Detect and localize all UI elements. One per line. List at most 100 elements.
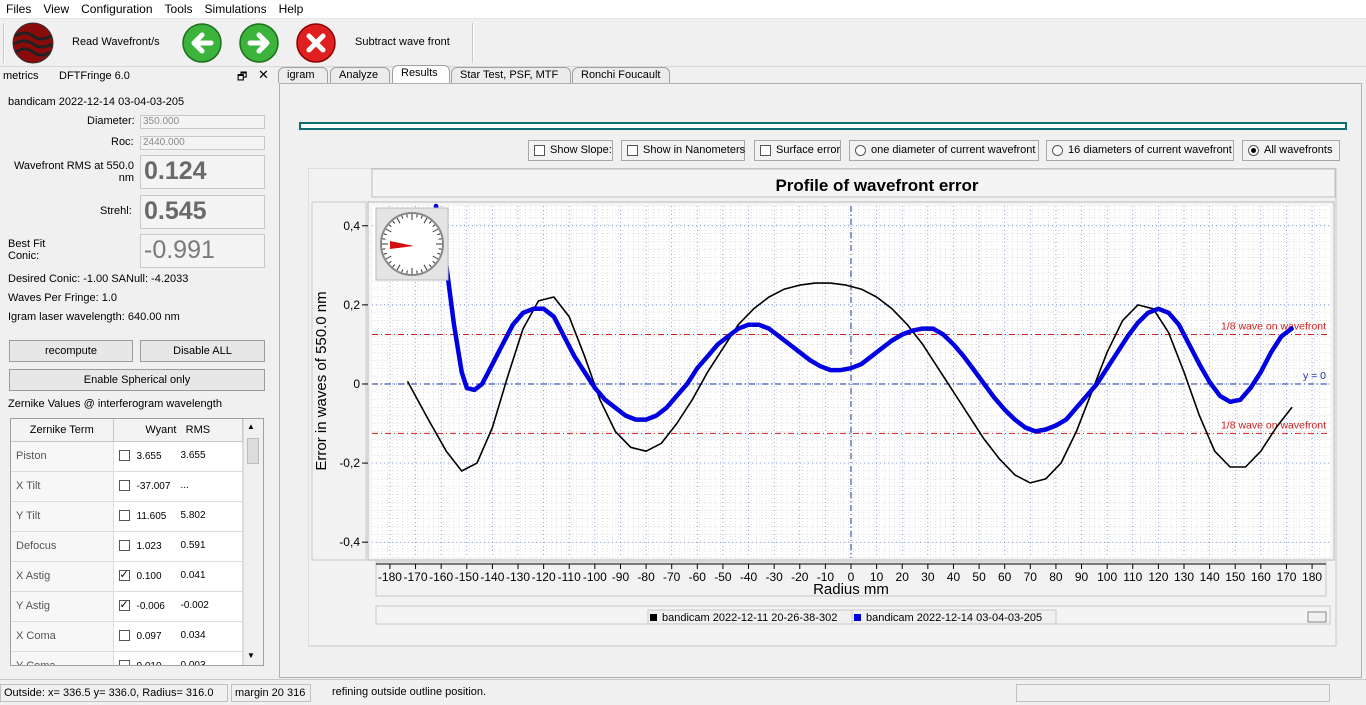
y-axis-panel [311, 201, 367, 561]
menu-view[interactable]: View [43, 2, 70, 16]
zernike-table[interactable]: Zernike Term Wyant RMS Piston 3.655 3.655 X… [10, 418, 264, 666]
zernike-row[interactable]: X Tilt -37.007... [11, 471, 243, 502]
previous-button[interactable] [181, 22, 223, 64]
float-icon[interactable]: 🗗 [237, 71, 248, 83]
zernike-value-cell[interactable]: 0.097 0.034 [113, 621, 243, 652]
strehl-value: 0.545 [140, 195, 265, 229]
x-tick-label: 110 [1123, 570, 1142, 584]
zernike-row[interactable]: Piston 3.655 3.655 [11, 441, 243, 472]
tab-igram[interactable]: igram [278, 67, 328, 83]
tab-ronchi-foucault[interactable]: Ronchi Foucault [572, 67, 670, 83]
zernike-value-cell[interactable]: -0.006 -0.002 [113, 591, 243, 622]
status-progress [1016, 684, 1330, 702]
tab-analyze[interactable]: Analyze [330, 67, 390, 83]
tab-star-test[interactable]: Star Test, PSF, MTF [451, 67, 571, 83]
scroll-up-icon[interactable]: ▲ [247, 422, 255, 431]
subtract-wavefront-button[interactable]: Subtract wave front [355, 36, 450, 48]
roc-field[interactable]: 2440.000 [140, 136, 265, 150]
y-tick-label: -0,4 [339, 535, 360, 549]
zernike-enable-checkbox[interactable] [118, 568, 130, 582]
zernike-term-header[interactable]: Zernike Term [11, 419, 114, 442]
zero-line-label: y = 0 [1303, 370, 1326, 382]
zernike-row[interactable]: Y Tilt 11.605 5.802 [11, 501, 243, 532]
legend-label: bandicam 2022-12-11 20-26-38-302 [662, 612, 837, 624]
rms-value-cell: 5.802 [180, 510, 206, 522]
x-tick-label: -60 [689, 570, 707, 584]
enable-spherical-button[interactable]: Enable Spherical only [9, 369, 265, 391]
surface-error-box [760, 144, 771, 156]
zernike-enable-checkbox[interactable] [118, 660, 130, 665]
rms-value-cell: 0.034 [180, 630, 206, 642]
menu-help[interactable]: Help [278, 2, 304, 16]
scroll-thumb[interactable] [247, 438, 259, 464]
zernike-value-cell[interactable]: 3.655 3.655 [113, 441, 243, 472]
surface-error-checkbox[interactable]: Surface error [754, 140, 841, 161]
compass-tick [396, 217, 401, 224]
zernike-value-cell[interactable]: -37.007... [113, 471, 243, 502]
compass-tick [438, 248, 442, 250]
zernike-value-cell[interactable]: 11.605 5.802 [113, 501, 243, 532]
menu-files[interactable]: Files [6, 2, 32, 16]
menu-configuration[interactable]: Configuration [81, 2, 153, 16]
all-wavefronts-radio[interactable]: All wavefronts [1242, 140, 1340, 161]
rms-value-cell: -0.002 [180, 600, 209, 612]
disable-all-button[interactable]: Disable ALL [140, 340, 265, 362]
sixteen-diameters-radio[interactable]: 16 diameters of current wavefront [1046, 140, 1234, 161]
next-button[interactable] [238, 22, 280, 64]
recompute-button[interactable]: recompute [9, 340, 133, 362]
show-slope-label: Show Slope: [550, 144, 612, 156]
tab-results[interactable]: Results [392, 65, 450, 83]
compass-tick [432, 224, 436, 228]
zernike-value-cell[interactable]: 0.100 0.041 [113, 561, 243, 592]
legend-item-box [851, 609, 1057, 625]
zernike-scrollbar[interactable]: ▲ ▼ [243, 419, 263, 665]
x-tick-label: 100 [1097, 570, 1117, 584]
x-tick-label: 30 [921, 570, 935, 584]
read-wavefront-label[interactable]: Read Wavefront/s [72, 36, 160, 48]
zernike-enable-checkbox[interactable] [118, 450, 130, 462]
zernike-row[interactable]: X Coma 0.097 0.034 [11, 621, 243, 652]
compass-tick [432, 228, 439, 233]
compass-tick [401, 215, 404, 219]
wyant-value: 11.605 [136, 510, 167, 522]
zernike-value-cell[interactable]: 1.023 0.591 [113, 531, 243, 562]
x-tick-label: -180 [378, 570, 402, 584]
scroll-down-icon[interactable]: ▼ [247, 651, 255, 660]
zernike-enable-checkbox[interactable] [118, 510, 130, 522]
arrow-left-icon [182, 23, 222, 63]
zernike-enable-checkbox[interactable] [118, 480, 130, 492]
diameter-field[interactable]: 350.000 [140, 115, 265, 129]
show-slope-checkbox[interactable]: Show Slope: [528, 140, 613, 161]
read-wavefront-button[interactable] [11, 22, 55, 64]
menu-tools[interactable]: Tools [164, 2, 193, 16]
show-nanometers-checkbox[interactable]: Show in Nanometers [621, 140, 745, 161]
close-dock-icon[interactable]: ✕ [258, 67, 269, 82]
zernike-enable-checkbox[interactable] [118, 598, 130, 612]
zernike-row[interactable]: X Astig 0.100 0.041 [11, 561, 243, 592]
zernike-term-cell: X Coma [11, 621, 114, 652]
compass-tick [388, 224, 392, 228]
zernike-enable-checkbox[interactable] [118, 630, 130, 642]
zernike-term-cell: Y Coma [11, 651, 114, 665]
zernike-enable-checkbox[interactable] [118, 540, 130, 552]
one-diameter-radio[interactable]: one diameter of current wavefront [849, 140, 1039, 161]
menu-simulations[interactable]: Simulations [204, 2, 267, 16]
dock-title-app: DFTFringe 6.0 [59, 70, 130, 82]
chart-title: Profile of wavefront error [775, 176, 978, 195]
all-wavefronts-radio-circle [1248, 144, 1259, 156]
compass-tick [438, 238, 442, 240]
compass-tick [385, 255, 392, 260]
eighth-wave-label: 1/8 wave on wavefront [1221, 419, 1326, 431]
compass-tick [392, 264, 396, 268]
x-tick-label: -40 [740, 570, 758, 584]
legend-toggle-icon [1307, 611, 1327, 623]
zernike-row[interactable]: Y Astig -0.006 -0.002 [11, 591, 243, 622]
zernike-wyant-rms-header[interactable]: Wyant RMS [113, 419, 243, 442]
compass-dial [380, 212, 444, 276]
delete-button[interactable] [295, 22, 337, 64]
zernike-row[interactable]: Defocus 1.023 0.591 [11, 531, 243, 562]
waves-per-fringe-text: Waves Per Fringe: 1.0 [8, 292, 118, 304]
compass-tick [423, 264, 428, 271]
